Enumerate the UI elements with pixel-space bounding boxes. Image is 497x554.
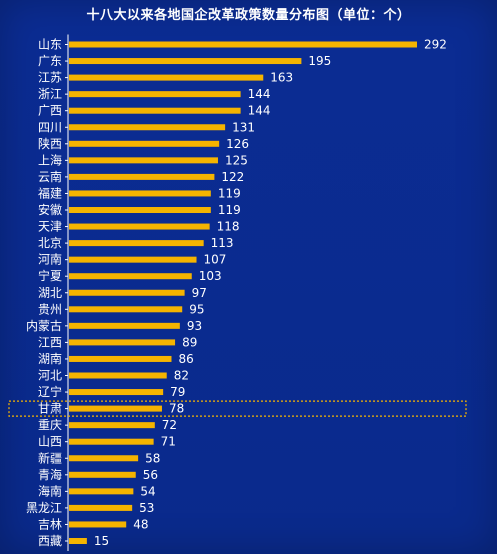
category-label: 河南	[38, 252, 62, 267]
category-label: 山东	[38, 38, 62, 52]
data-label: 292	[424, 38, 447, 52]
bar	[69, 190, 211, 197]
category-label: 湖南	[38, 351, 62, 366]
category-label: 甘肃	[38, 402, 62, 416]
category-label: 陕西	[38, 136, 62, 151]
category-label: 内蒙古	[26, 318, 62, 333]
category-label: 新疆	[38, 450, 62, 465]
data-label: 103	[199, 269, 222, 283]
data-label: 93	[187, 319, 202, 333]
bar	[69, 538, 87, 544]
bar	[69, 405, 162, 412]
data-label: 122	[221, 170, 244, 184]
data-label: 119	[218, 203, 241, 217]
category-label: 黑龙江	[26, 501, 62, 515]
data-label: 131	[232, 120, 255, 134]
data-label: 71	[161, 435, 176, 449]
bar	[69, 355, 172, 362]
data-label: 56	[143, 468, 158, 482]
category-label: 云南	[38, 169, 62, 184]
category-label: 山西	[38, 435, 62, 449]
bar	[69, 256, 197, 263]
data-label: 78	[169, 402, 184, 416]
data-label: 113	[211, 236, 234, 250]
data-label: 144	[248, 104, 271, 118]
data-label: 53	[139, 501, 154, 515]
bar	[69, 207, 211, 213]
category-label: 广西	[38, 104, 62, 118]
data-label: 72	[162, 418, 177, 432]
bar	[69, 140, 220, 147]
category-label: 吉林	[38, 517, 62, 531]
category-label: 福建	[38, 185, 62, 200]
data-label: 119	[218, 186, 241, 200]
category-label: 海南	[38, 483, 62, 498]
data-label: 163	[270, 71, 293, 85]
bar	[69, 504, 133, 511]
bar	[69, 74, 264, 81]
category-label: 江西	[38, 335, 62, 349]
bar	[69, 223, 210, 230]
data-label: 86	[178, 352, 193, 366]
bar	[69, 240, 204, 247]
bar	[69, 91, 241, 98]
category-label: 宁夏	[38, 268, 62, 283]
data-label: 48	[133, 517, 148, 531]
data-label: 58	[145, 451, 160, 465]
category-label: 广东	[38, 54, 62, 68]
data-label: 125	[225, 153, 248, 167]
data-label: 195	[308, 54, 331, 68]
bar	[69, 273, 192, 280]
category-label: 河北	[38, 369, 62, 383]
bar	[69, 372, 167, 379]
data-label: 95	[189, 302, 204, 316]
bar	[69, 107, 241, 114]
category-label: 天津	[38, 220, 62, 234]
category-label: 湖北	[38, 285, 62, 300]
category-label: 青海	[38, 467, 62, 482]
bar	[69, 124, 226, 131]
bar	[69, 471, 136, 478]
category-label: 贵州	[38, 302, 62, 316]
data-label: 15	[94, 534, 109, 548]
data-label: 144	[248, 87, 271, 101]
bar	[69, 438, 154, 445]
category-label: 安徽	[38, 202, 62, 217]
data-label: 79	[170, 385, 185, 399]
category-label: 四川	[38, 120, 62, 134]
category-label: 西藏	[38, 534, 62, 548]
bar	[69, 173, 215, 180]
bar	[69, 389, 164, 396]
bar	[69, 455, 139, 462]
data-label: 54	[140, 484, 155, 498]
category-label: 重庆	[38, 418, 62, 432]
data-label: 118	[217, 220, 240, 234]
category-label: 江苏	[38, 71, 62, 85]
category-label: 浙江	[38, 87, 62, 101]
bar	[69, 41, 417, 48]
bar	[69, 322, 180, 329]
category-label: 上海	[38, 152, 62, 167]
data-label: 107	[204, 253, 227, 267]
data-label: 89	[182, 335, 197, 349]
data-label: 82	[174, 369, 189, 383]
data-label: 126	[226, 137, 249, 151]
bar	[69, 521, 127, 528]
category-label: 辽宁	[38, 384, 62, 399]
category-label: 北京	[38, 236, 62, 250]
bar	[69, 58, 302, 65]
bar	[69, 289, 185, 296]
bar	[69, 306, 183, 313]
bar	[69, 339, 176, 346]
data-label: 97	[192, 286, 207, 300]
bar	[69, 422, 155, 429]
bar	[69, 488, 134, 495]
bar	[69, 157, 218, 164]
highlight-box	[8, 400, 467, 417]
chart-title: 十八大以来各地国企改革政策数量分布图（单位：个）	[86, 8, 411, 23]
